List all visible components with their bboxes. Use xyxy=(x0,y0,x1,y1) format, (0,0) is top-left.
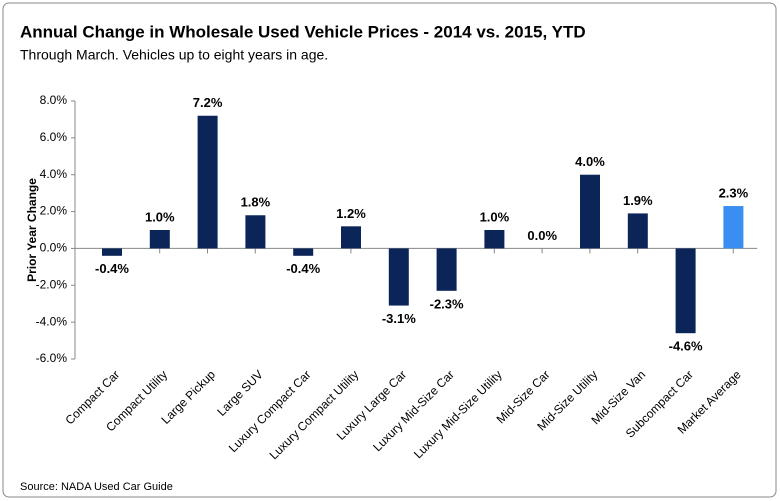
y-tick-label: 0.0% xyxy=(40,241,68,255)
bar xyxy=(675,248,696,334)
data-label: 4.0% xyxy=(575,154,605,169)
data-label: 1.9% xyxy=(623,193,653,208)
data-label: 1.8% xyxy=(241,195,271,210)
data-label: 0.0% xyxy=(527,228,557,243)
bar xyxy=(484,230,505,249)
bar xyxy=(102,248,122,256)
bar xyxy=(245,215,266,249)
y-axis-label: Prior Year Change xyxy=(25,178,39,282)
y-tick-label: 4.0% xyxy=(40,167,68,181)
bar xyxy=(580,174,600,249)
chart-subtitle: Through March. Vehicles up to eight year… xyxy=(20,47,328,63)
data-label: -2.3% xyxy=(430,296,464,311)
data-label: -4.6% xyxy=(669,339,703,354)
y-tick-label: 8.0% xyxy=(40,93,68,107)
data-label: -0.4% xyxy=(286,261,320,276)
data-label: 1.2% xyxy=(336,206,366,221)
y-tick-label: -2.0% xyxy=(36,277,68,291)
data-label: 7.2% xyxy=(193,95,223,110)
data-label: 2.3% xyxy=(719,185,749,200)
chart-title: Annual Change in Wholesale Used Vehicle … xyxy=(20,22,586,41)
data-label: 1.0% xyxy=(480,209,510,224)
y-tick-label: -4.0% xyxy=(36,314,68,328)
bar xyxy=(293,248,314,256)
data-label: -3.1% xyxy=(382,311,416,326)
y-tick-label: 2.0% xyxy=(40,204,68,218)
y-tick-label: -6.0% xyxy=(36,351,68,365)
bar xyxy=(197,115,218,249)
y-tick-label: 6.0% xyxy=(40,130,68,144)
bar xyxy=(627,213,648,249)
bar xyxy=(436,248,457,291)
bar xyxy=(149,230,170,249)
bar xyxy=(388,248,409,306)
data-label: 1.0% xyxy=(145,209,175,224)
bar xyxy=(723,206,744,249)
data-label: -0.4% xyxy=(95,261,129,276)
source: Source: NADA Used Car Guide xyxy=(20,481,173,493)
bar xyxy=(341,226,361,249)
